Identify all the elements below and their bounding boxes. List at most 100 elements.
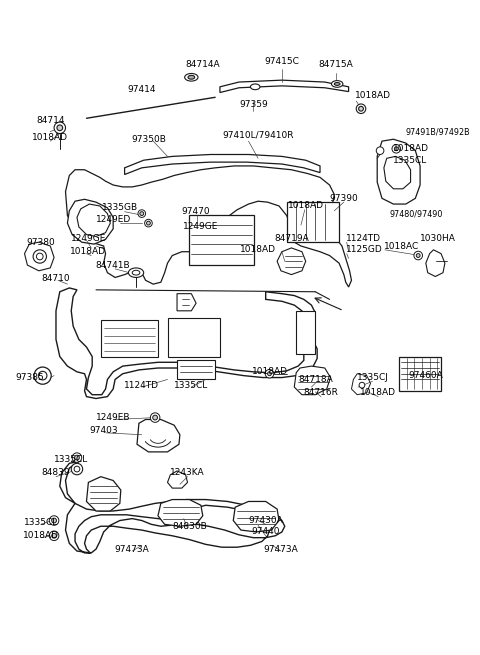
Bar — [399, 356, 441, 391]
Ellipse shape — [359, 106, 363, 111]
Ellipse shape — [188, 75, 195, 79]
Ellipse shape — [132, 271, 140, 275]
Ellipse shape — [33, 250, 47, 263]
Text: 97460A: 97460A — [408, 371, 443, 380]
Polygon shape — [24, 242, 54, 271]
Ellipse shape — [392, 145, 401, 153]
Text: 1249ED: 1249ED — [96, 215, 131, 224]
Polygon shape — [377, 140, 420, 204]
Text: 97473A: 97473A — [264, 544, 298, 553]
Ellipse shape — [129, 268, 144, 278]
Text: 84714: 84714 — [36, 116, 64, 124]
Polygon shape — [177, 293, 196, 311]
Bar — [190, 215, 254, 265]
Ellipse shape — [34, 367, 51, 384]
Polygon shape — [351, 374, 371, 395]
Text: 1335CL: 1335CL — [54, 455, 88, 464]
Polygon shape — [220, 80, 348, 92]
Text: 1018AD: 1018AD — [71, 247, 107, 256]
Text: 1243KA: 1243KA — [170, 468, 205, 477]
Ellipse shape — [49, 515, 59, 525]
Ellipse shape — [414, 252, 422, 260]
Ellipse shape — [416, 253, 420, 257]
Text: 84741B: 84741B — [96, 261, 131, 270]
Ellipse shape — [267, 372, 271, 375]
Text: 84839: 84839 — [42, 468, 70, 477]
Polygon shape — [296, 311, 315, 354]
Ellipse shape — [57, 125, 63, 130]
Text: 1124TD: 1124TD — [346, 234, 381, 243]
Text: 1249GE: 1249GE — [183, 223, 218, 231]
Text: 84719A: 84719A — [274, 234, 309, 243]
Text: 97385: 97385 — [15, 373, 44, 382]
Text: 97414: 97414 — [128, 85, 156, 94]
Polygon shape — [125, 155, 320, 174]
Ellipse shape — [72, 453, 82, 462]
Ellipse shape — [251, 84, 260, 90]
Ellipse shape — [395, 147, 398, 151]
Text: 1335CL: 1335CL — [24, 518, 58, 527]
Text: 1249EB: 1249EB — [96, 413, 131, 422]
Ellipse shape — [146, 221, 150, 225]
Bar — [287, 202, 339, 242]
Polygon shape — [77, 204, 110, 236]
Ellipse shape — [144, 219, 152, 227]
Text: 97491B/97492B: 97491B/97492B — [406, 127, 470, 136]
Text: 97380: 97380 — [26, 238, 55, 247]
Text: 1018AD: 1018AD — [252, 367, 288, 377]
Text: 1335CJ: 1335CJ — [357, 373, 388, 382]
Text: 97403: 97403 — [89, 426, 118, 436]
Text: 1030HA: 1030HA — [420, 234, 456, 243]
Text: 1018AC: 1018AC — [384, 242, 419, 250]
Ellipse shape — [74, 455, 79, 460]
Ellipse shape — [359, 383, 365, 388]
Text: 84718A: 84718A — [298, 375, 333, 384]
Polygon shape — [137, 419, 180, 452]
Text: 84710: 84710 — [42, 274, 70, 283]
Text: 97473A: 97473A — [115, 544, 150, 553]
Ellipse shape — [36, 253, 43, 260]
Text: 1335CL: 1335CL — [394, 156, 428, 164]
Polygon shape — [177, 360, 215, 379]
Ellipse shape — [332, 81, 343, 87]
Text: 97390: 97390 — [329, 194, 358, 203]
Ellipse shape — [185, 73, 198, 81]
Ellipse shape — [38, 371, 47, 380]
Text: 97350B: 97350B — [131, 135, 166, 143]
Text: 84830B: 84830B — [172, 522, 207, 531]
Text: 97430A: 97430A — [248, 516, 283, 525]
Ellipse shape — [265, 369, 274, 378]
Ellipse shape — [140, 212, 144, 215]
Polygon shape — [294, 366, 331, 395]
Polygon shape — [56, 288, 317, 398]
Ellipse shape — [52, 533, 57, 538]
Text: 1018AD: 1018AD — [394, 144, 430, 153]
Polygon shape — [65, 166, 351, 287]
Text: 97410L/79410R: 97410L/79410R — [222, 131, 294, 140]
Polygon shape — [67, 199, 113, 244]
Text: 1018AD: 1018AD — [23, 531, 59, 540]
Ellipse shape — [334, 83, 340, 85]
Ellipse shape — [74, 466, 80, 472]
Ellipse shape — [138, 210, 145, 217]
Ellipse shape — [150, 413, 160, 422]
Text: 1018AD: 1018AD — [288, 202, 324, 210]
Text: 84715A: 84715A — [319, 60, 354, 69]
Polygon shape — [277, 248, 306, 274]
Text: 1018AD: 1018AD — [240, 246, 276, 254]
Ellipse shape — [376, 147, 384, 155]
Text: 1249GE: 1249GE — [71, 234, 106, 243]
Ellipse shape — [54, 122, 65, 134]
Ellipse shape — [153, 415, 157, 420]
Text: 1018AD: 1018AD — [32, 133, 68, 142]
Polygon shape — [168, 471, 188, 488]
Polygon shape — [168, 318, 220, 356]
Text: 97470: 97470 — [182, 207, 210, 216]
Text: 84714A: 84714A — [185, 60, 220, 69]
Polygon shape — [233, 502, 279, 532]
Polygon shape — [60, 461, 285, 553]
Text: 1124TD: 1124TD — [124, 381, 159, 390]
Ellipse shape — [356, 104, 366, 113]
Ellipse shape — [52, 518, 57, 523]
Polygon shape — [86, 477, 121, 511]
